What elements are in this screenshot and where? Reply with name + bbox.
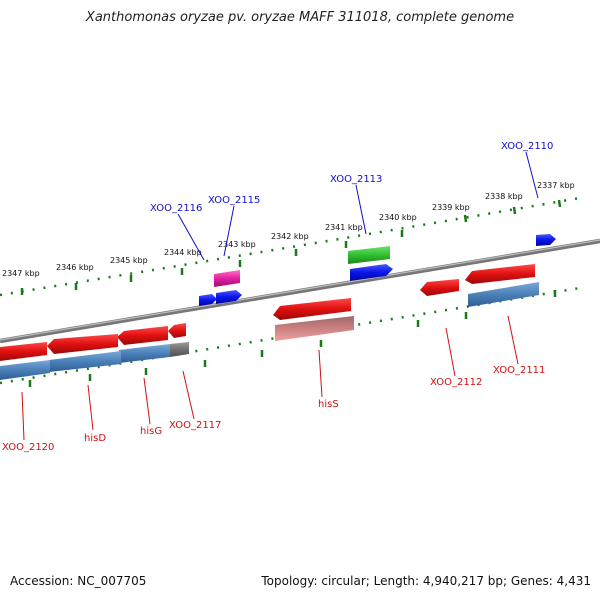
gene-xoo-2120-arrow[interactable] xyxy=(0,342,47,361)
leader-line xyxy=(507,315,519,365)
gene-label-xoo-2110[interactable]: XOO_2110 xyxy=(501,141,553,152)
leader-line xyxy=(445,327,456,377)
gene-xoo-2113-arrow[interactable] xyxy=(348,246,390,264)
ruler-label: 2345 kbp xyxy=(110,256,148,265)
genome-summary: Topology: circular; Length: 4,940,217 bp… xyxy=(261,574,591,588)
gene-label-xoo-2115[interactable]: XOO_2115 xyxy=(208,195,260,206)
ruler-label: 2344 kbp xyxy=(164,248,202,257)
gene-label-hisd[interactable]: hisD xyxy=(84,433,106,444)
scale-tick xyxy=(557,199,562,208)
gene-xoo-2111-cds[interactable] xyxy=(468,282,539,307)
gene-label-xoo-2111[interactable]: XOO_2111 xyxy=(493,365,545,376)
ruler-label: 2338 kbp xyxy=(485,192,523,201)
gene-xoo-2115-arrow[interactable] xyxy=(214,270,240,287)
ruler-label: 2347 kbp xyxy=(2,269,40,278)
map-title: Xanthomonas oryzae pv. oryzae MAFF 31101… xyxy=(85,10,515,25)
gene-label-xoo-2117[interactable]: XOO_2117 xyxy=(169,420,221,431)
gene-xoo-2117-arrow[interactable] xyxy=(168,323,186,338)
gene-xoo-2112-arrow[interactable] xyxy=(420,279,459,296)
ruler-label: 2342 kbp xyxy=(271,232,309,241)
leader-line xyxy=(87,384,94,431)
ruler-label: 2343 kbp xyxy=(218,240,256,249)
leader-line xyxy=(223,205,235,257)
gene-hiss-arrow[interactable] xyxy=(273,298,351,320)
gene-hisd-cds[interactable] xyxy=(49,351,121,372)
gene-xoo-2120-cds[interactable] xyxy=(0,360,50,380)
leader-line xyxy=(143,377,151,425)
gene-label-hisg[interactable]: hisG xyxy=(140,426,162,437)
scale-tick xyxy=(463,214,468,223)
gene-label-xoo-2116[interactable]: XOO_2116 xyxy=(150,203,202,214)
gene-label-hiss[interactable]: hisS xyxy=(318,399,339,410)
gene-xoo-2111-arrow[interactable] xyxy=(465,264,535,284)
gene-hisg-arrow[interactable] xyxy=(117,326,168,345)
leader-line xyxy=(182,370,195,420)
leader-line xyxy=(525,151,539,199)
gene-hisg-cds[interactable] xyxy=(119,344,170,363)
leader-line xyxy=(318,349,323,398)
gene-xoo-2113-cds[interactable] xyxy=(350,264,393,281)
gene-xoo-2116-arrow[interactable] xyxy=(199,294,217,306)
ruler-label: 2339 kbp xyxy=(432,203,470,212)
accession-label: Accession: NC_007705 xyxy=(10,574,147,588)
gene-label-xoo-2112[interactable]: XOO_2112 xyxy=(430,377,482,388)
ruler-label: 2340 kbp xyxy=(379,213,417,222)
ruler-label: 2346 kbp xyxy=(56,263,94,272)
ruler-label: 2337 kbp xyxy=(537,181,575,190)
leader-line xyxy=(21,391,25,441)
gene-xoo-2115-cds[interactable] xyxy=(216,290,242,304)
gene-label-xoo-2113[interactable]: XOO_2113 xyxy=(330,174,382,185)
leader-line xyxy=(355,184,367,235)
gene-hisd-arrow[interactable] xyxy=(47,334,118,354)
gene-xoo-2117-cds[interactable] xyxy=(170,342,189,357)
gene-hiss-cds[interactable] xyxy=(275,316,354,341)
gene-xoo-2110-arrow[interactable] xyxy=(536,234,556,246)
scale-tick xyxy=(512,206,517,215)
ruler-label: 2341 kbp xyxy=(325,223,363,232)
leader-line xyxy=(177,213,205,261)
gene-label-xoo-2120[interactable]: XOO_2120 xyxy=(2,442,54,453)
